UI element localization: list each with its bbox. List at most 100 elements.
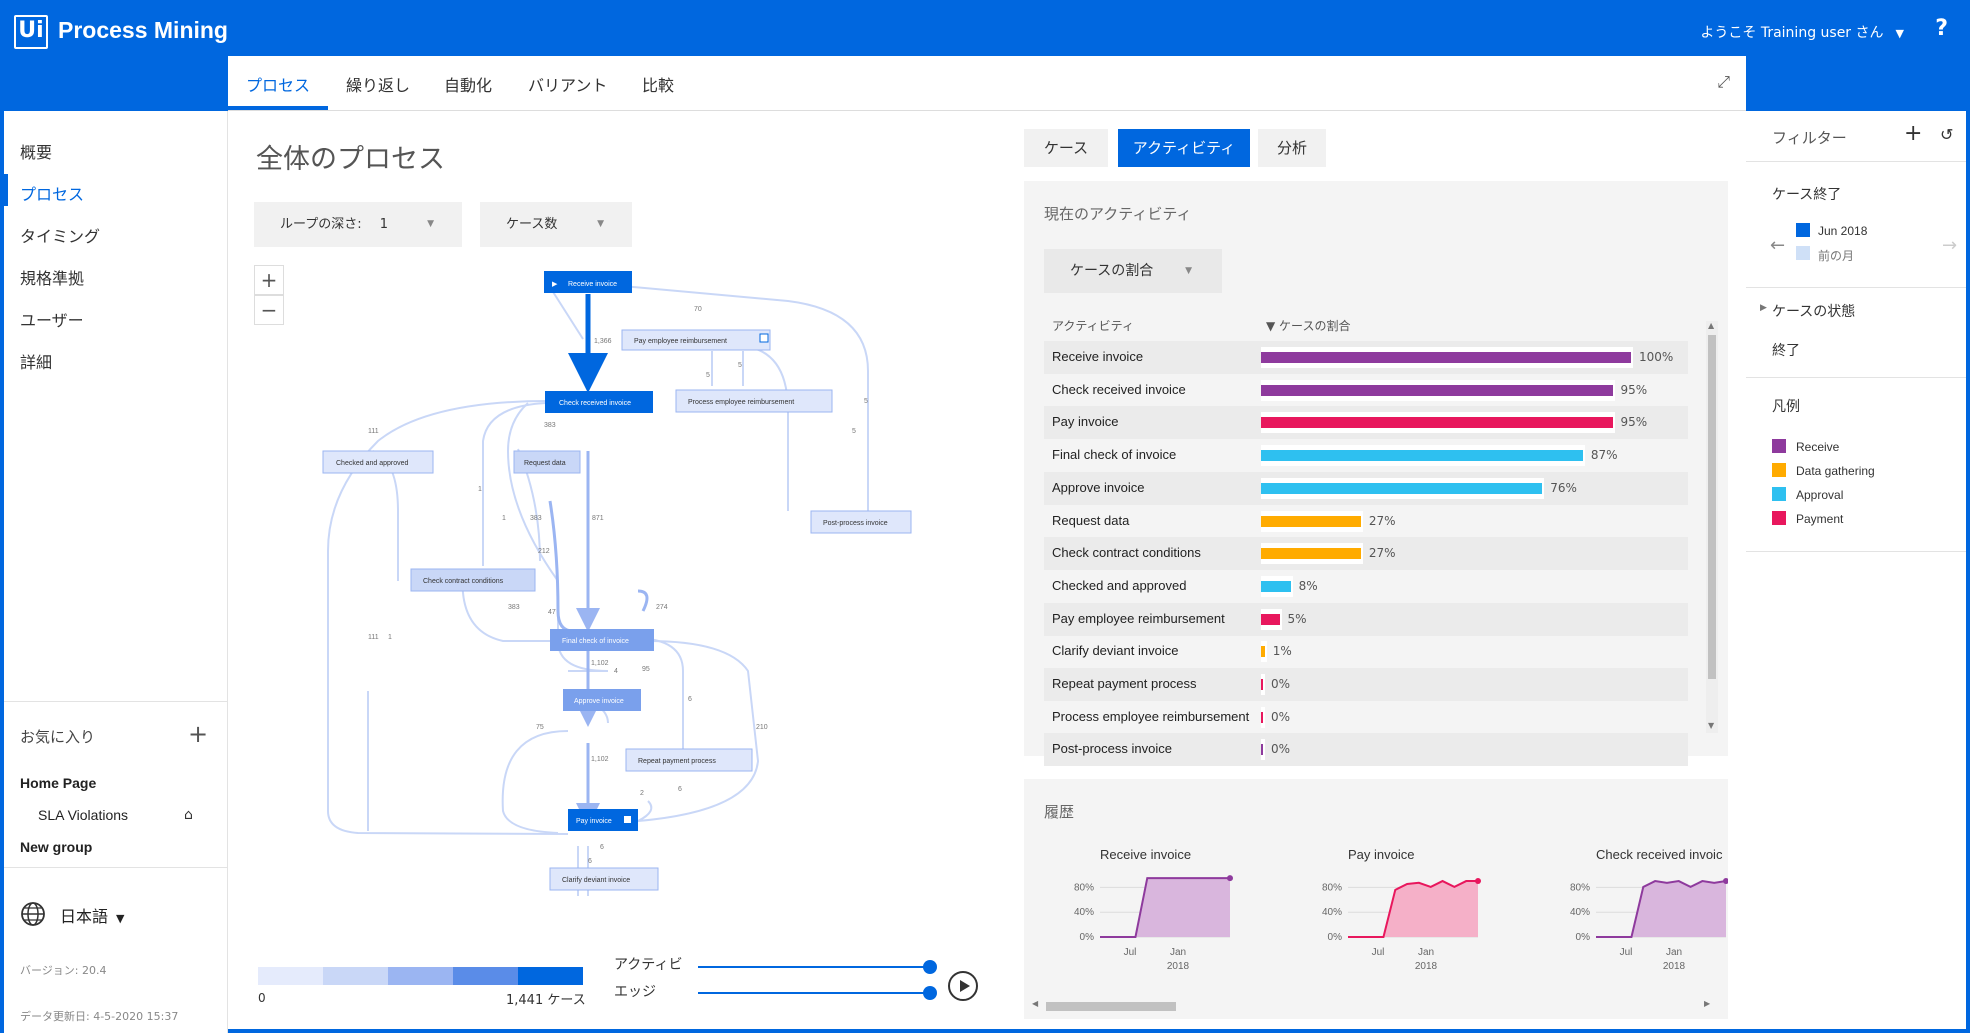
sidebar-item-timing[interactable]: タイミング [20, 227, 101, 246]
process-node-request-data[interactable]: Request data [513, 450, 581, 474]
reset-filter-icon[interactable]: ↺ [1940, 125, 1954, 144]
chevron-right-icon[interactable]: ▶ [1760, 303, 1767, 313]
main-content: 全体のプロセス ループの深さ: 1 ▼ ケース数 ▼ + − [228, 111, 1746, 1029]
activity-name: Repeat payment process [1052, 676, 1197, 691]
legend-title: 凡例 [1772, 399, 1800, 415]
favorite-sla-violations[interactable]: SLA Violations [38, 807, 129, 823]
app-title: Process Mining [58, 17, 228, 43]
activity-name: Receive invoice [1052, 349, 1144, 364]
loop-depth-label: ループの深さ: [280, 217, 362, 232]
y-tick-label: 0% [1328, 932, 1343, 943]
legend-swatch [1772, 487, 1786, 501]
scroll-left-icon[interactable]: ◀ [1032, 999, 1039, 1008]
tab-activities[interactable]: アクティビティ [1118, 129, 1250, 167]
scroll-right-icon[interactable]: ▶ [1704, 999, 1711, 1008]
scrollbar-thumb[interactable] [1708, 335, 1716, 679]
activities-slider[interactable] [698, 966, 930, 968]
history-area [1348, 881, 1478, 937]
sidebar-divider [4, 867, 228, 868]
activity-row[interactable]: Receive invoice 100% [1044, 341, 1688, 374]
period-current[interactable]: Jun 2018 [1818, 224, 1868, 238]
activity-row[interactable]: Check received invoice 95% [1044, 374, 1688, 407]
activity-row[interactable]: Pay invoice 95% [1044, 406, 1688, 440]
process-node-checked-and-approved[interactable]: Checked and approved [322, 450, 434, 474]
process-node-clarify-deviant-invoice[interactable]: Clarify deviant invoice [549, 867, 659, 891]
case-share-select[interactable]: ケースの割合 ▼ [1044, 249, 1222, 293]
tab-automation[interactable]: 自動化 [444, 76, 493, 95]
sidebar-item-process[interactable]: プロセス [20, 185, 85, 204]
col-header-activity: アクティビティ [1052, 319, 1134, 333]
activity-bar [1261, 548, 1361, 560]
language-select[interactable]: 日本語 ▼ [60, 903, 124, 927]
legend-step [258, 967, 323, 985]
tab-repetition[interactable]: 繰り返し [346, 76, 411, 95]
activity-row[interactable]: Pay employee reimbursement 5% [1044, 602, 1688, 636]
play-animation-button[interactable] [948, 971, 978, 1001]
user-menu[interactable]: ようこそ Training user さん ▼ [1700, 22, 1904, 42]
edges-slider[interactable] [698, 992, 930, 994]
next-period-icon[interactable]: → [1942, 235, 1958, 256]
scroll-down-icon[interactable]: ▼ [1708, 721, 1715, 730]
edge-label: 383 [530, 515, 542, 522]
zoom-out-button[interactable]: − [254, 295, 284, 325]
process-node-repeat-payment-process[interactable]: Repeat payment process [625, 748, 753, 772]
process-node-post-process-invoice[interactable]: Post-process invoice [810, 510, 912, 534]
tab-process[interactable]: プロセス [246, 76, 311, 95]
loop-depth-select[interactable]: ループの深さ: 1 ▼ [254, 202, 462, 247]
edge-label: 383 [508, 604, 520, 611]
sidebar-item-details[interactable]: 詳細 [20, 353, 53, 372]
col-header-case-share[interactable]: ▼ ケースの割合 [1266, 319, 1351, 333]
legend-swatch [1772, 463, 1786, 477]
scroll-up-icon[interactable]: ▲ [1708, 321, 1715, 330]
activity-row[interactable]: Clarify deviant invoice 1% [1044, 635, 1688, 668]
activity-row[interactable]: Approve invoice 76% [1044, 471, 1688, 505]
case-status-label[interactable]: ケースの状態 [1772, 304, 1856, 320]
history-scrollbar[interactable]: ◀ ▶ [1032, 999, 1714, 1013]
add-filter-button[interactable]: + [1904, 121, 1923, 146]
activity-bar [1261, 450, 1583, 462]
period-previous[interactable]: 前の月 [1818, 249, 1855, 263]
process-node-pay-invoice[interactable]: Pay invoice [568, 809, 638, 831]
process-map[interactable]: ▶ Receive invoice Pay employee reimburse… [228, 111, 1008, 951]
process-node-pay-employee-reimbursement[interactable]: Pay employee reimbursement [621, 329, 771, 351]
tab-variants[interactable]: バリアント [528, 76, 608, 95]
activity-row[interactable]: Process employee reimbursement 0% [1044, 701, 1688, 734]
expand-icon[interactable]: ⤢ [1717, 72, 1730, 91]
activity-row[interactable]: Request data 27% [1044, 505, 1688, 538]
activities-slider-handle[interactable] [923, 960, 937, 974]
metric-select[interactable]: ケース数 ▼ [480, 202, 632, 247]
process-node-check-received-invoice[interactable]: Check received invoice [545, 391, 653, 413]
tab-compare[interactable]: 比較 [642, 76, 675, 95]
edges-slider-handle[interactable] [923, 986, 937, 1000]
process-node-receive-invoice[interactable]: ▶ Receive invoice [544, 271, 632, 293]
edge-label: 5 [706, 372, 710, 379]
process-node-final-check-of-invoice[interactable]: Final check of invoice [550, 629, 654, 651]
tab-analysis[interactable]: 分析 [1258, 129, 1326, 167]
page-title: 全体のプロセス [256, 144, 445, 175]
help-icon[interactable]: ? [1935, 16, 1948, 41]
edge-label: 1,102 [591, 660, 609, 667]
process-node-process-employee-reimbursement[interactable]: Process employee reimbursement [675, 389, 833, 413]
process-node-approve-invoice[interactable]: Approve invoice [563, 689, 641, 711]
sidebar-item-users[interactable]: ユーザー [20, 311, 84, 330]
scrollbar-thumb[interactable] [1046, 1002, 1176, 1011]
sidebar-item-overview[interactable]: 概要 [20, 143, 53, 162]
tab-cases[interactable]: ケース [1024, 129, 1108, 167]
activity-row[interactable]: Final check of invoice 87% [1044, 439, 1688, 472]
activity-row[interactable]: Post-process invoice 0% [1044, 733, 1688, 767]
add-favorite-button[interactable]: + [188, 720, 209, 748]
process-node-check-contract-conditions[interactable]: Check contract conditions [410, 568, 536, 592]
activity-row[interactable]: Check contract conditions 27% [1044, 537, 1688, 571]
zoom-in-button[interactable]: + [254, 265, 284, 295]
node-label: Process employee reimbursement [688, 399, 794, 406]
activity-row[interactable]: Repeat payment process 0% [1044, 668, 1688, 701]
activity-row[interactable]: Checked and approved 8% [1044, 570, 1688, 603]
edge [501, 730, 569, 834]
favorite-new-group[interactable]: New group [20, 839, 93, 855]
activity-list-scrollbar[interactable]: ▲ ▼ [1706, 321, 1718, 733]
sidebar-item-conformance[interactable]: 規格準拠 [20, 269, 85, 288]
previous-period-icon[interactable]: ← [1770, 235, 1786, 256]
y-tick-label: 40% [1074, 907, 1094, 918]
legend-label: Approval [1796, 488, 1844, 502]
favorite-home-page[interactable]: Home Page [20, 775, 97, 791]
